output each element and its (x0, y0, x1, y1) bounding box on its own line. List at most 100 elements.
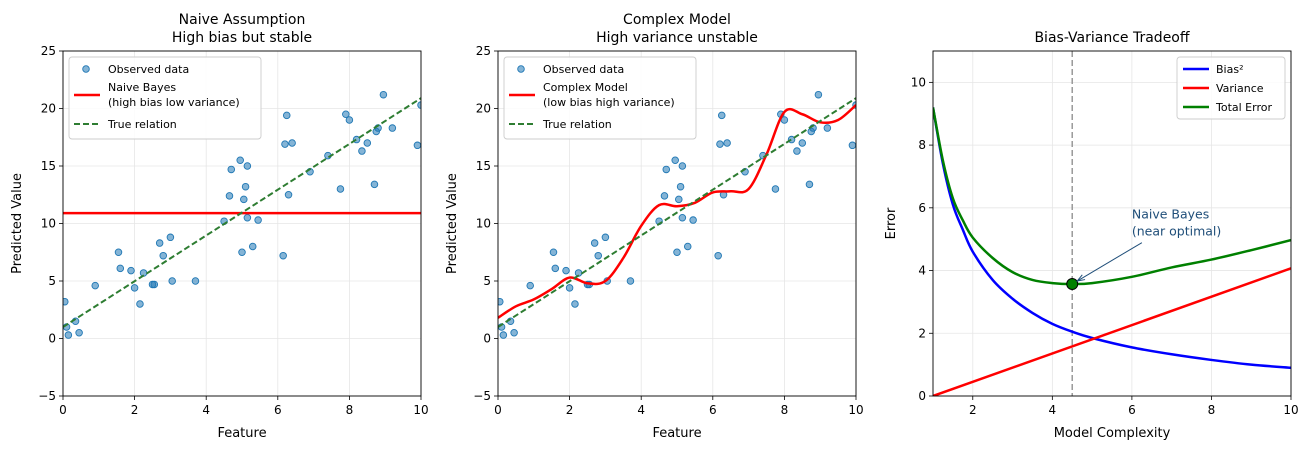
chart-bias-variance-tradeoff: Naive Bayes (near optimal) 2 4 6 8 10 0 2 4 6 8 10 Mo… (884, 30, 1299, 441)
y-axis-label: Error (884, 207, 899, 239)
x-tick-label: 8 (781, 403, 789, 417)
y-tick-label: 5 (483, 274, 491, 288)
data-point (254, 216, 262, 224)
x-tick-label: 2 (969, 403, 977, 417)
data-point (225, 192, 234, 200)
legend-label: Variance (1216, 82, 1264, 95)
data-point (227, 165, 236, 174)
axes-frame (932, 50, 1292, 397)
y-axis-label: Predicted Value (445, 173, 460, 274)
y-tick-label: 0 (918, 389, 926, 403)
data-point (723, 139, 731, 147)
data-point (64, 331, 73, 339)
legend-label-model-1: Naive Bayes (108, 81, 176, 94)
data-point (562, 266, 570, 275)
y-tick-label: 0 (483, 332, 491, 346)
data-point (370, 180, 379, 189)
data-point (823, 124, 832, 132)
data-point (510, 329, 518, 337)
legend-marker-observed (517, 65, 525, 73)
y-tick-label: 2 (918, 326, 926, 340)
plot-area (933, 51, 1291, 396)
data-point (549, 248, 558, 256)
data-point (805, 180, 814, 189)
data-point (499, 331, 508, 339)
data-point (601, 233, 610, 242)
data-point (191, 277, 200, 285)
x-tick-label: 8 (346, 403, 354, 417)
data-point (166, 233, 175, 242)
data-point (345, 116, 354, 124)
plot-area (498, 90, 856, 339)
data-point (150, 280, 159, 289)
y-tick-label: 15 (41, 159, 56, 173)
legend-label: Bias² (1216, 63, 1243, 76)
data-point (417, 101, 421, 109)
legend-label-model-2: (low bias high variance) (543, 96, 675, 109)
legend-label: Total Error (1215, 101, 1272, 114)
y-tick-label: 4 (918, 264, 926, 278)
data-point (116, 264, 125, 273)
data-point (136, 300, 144, 308)
data-point (236, 156, 244, 164)
x-tick-label: 10 (848, 403, 863, 417)
data-point (814, 90, 823, 99)
y-axis-label: Predicted Value (10, 173, 25, 274)
data-point (75, 329, 83, 337)
y-tick-label: 10 (911, 75, 926, 89)
true-relation-line (498, 97, 856, 328)
data-point (689, 216, 697, 224)
data-point (626, 277, 635, 285)
data-point (551, 264, 560, 273)
data-point (130, 284, 139, 292)
data-point (284, 190, 293, 199)
chart-title: Naive Assumption (179, 12, 306, 28)
y-tick-label: 6 (918, 201, 926, 215)
data-point (379, 90, 388, 99)
data-point (248, 242, 257, 251)
legend-label-true: True relation (107, 118, 177, 131)
data-point (714, 251, 722, 260)
series-line-variance (933, 267, 1291, 396)
data-point (676, 182, 685, 191)
x-tick-label: 8 (1208, 403, 1216, 417)
data-point (358, 147, 366, 155)
chart-subtitle: High bias but stable (172, 30, 312, 46)
data-point (678, 162, 687, 170)
annotation-line-2: (near optimal) (1132, 224, 1221, 239)
data-point (288, 139, 296, 147)
y-tick-label: 25 (41, 44, 56, 58)
data-point (159, 251, 167, 260)
data-point (678, 213, 687, 222)
data-point (281, 140, 289, 148)
y-tick-label: 15 (476, 159, 491, 173)
data-point (793, 147, 801, 155)
x-tick-label: 10 (413, 403, 428, 417)
data-point (683, 242, 692, 251)
true-relation-line (63, 97, 421, 328)
data-point (660, 192, 669, 200)
series-line-bias- (933, 107, 1291, 370)
series-line-total-error (933, 107, 1291, 286)
x-tick-label: 6 (274, 403, 282, 417)
y-tick-label: 25 (476, 44, 491, 58)
legend-box (503, 56, 697, 140)
data-point (526, 281, 534, 290)
data-point (363, 139, 372, 147)
legend-label-observed: Observed data (543, 63, 624, 76)
chart-title: Complex Model (623, 12, 731, 28)
data-point (673, 248, 681, 256)
y-tick-label: 0 (48, 332, 56, 346)
data-point (662, 165, 671, 174)
legend-box (1176, 56, 1286, 120)
y-tick-label: 5 (48, 274, 56, 288)
x-tick-label: 6 (709, 403, 717, 417)
x-tick-label: 2 (131, 403, 139, 417)
y-tick-label: 8 (918, 138, 926, 152)
legend-label-true: True relation (542, 118, 612, 131)
data-point (413, 141, 421, 150)
data-point (155, 239, 164, 247)
data-point (716, 140, 724, 148)
x-tick-label: 4 (1049, 403, 1057, 417)
